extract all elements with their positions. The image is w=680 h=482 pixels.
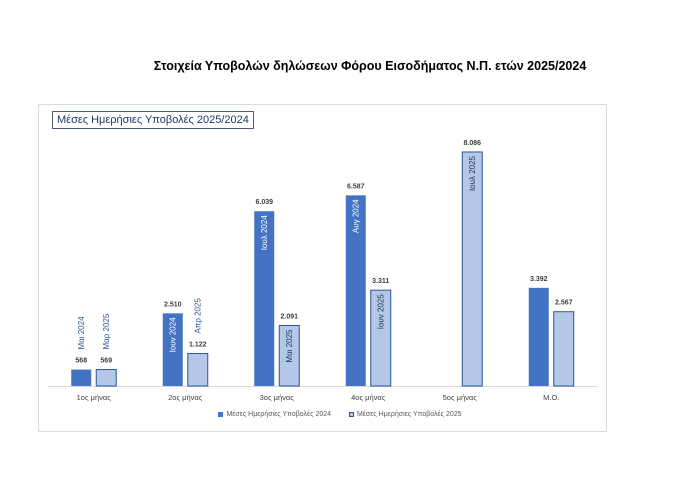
data-label: 3.311 [372,278,389,285]
month-label: Μαι 2024 [77,316,86,350]
month-label: Ιουν 2024 [169,317,178,353]
legend-item-2024: Μέσες Ημερήσιες Υποβολές 2024 [218,411,331,418]
legend-swatch-2025 [348,412,354,417]
bar-2025 [187,353,209,387]
x-tick-label: Μ.Ο. [543,393,559,402]
chart-legend: Μέσες Ημερήσιες Υποβολές 2024 Μέσες Ημερ… [0,411,680,419]
data-label: 569 [100,358,112,365]
bar-2024 [254,211,275,386]
bar-2025 [461,151,483,387]
legend-label-2025: Μέσες Ημερήσιες Υποβολές 2025 [356,411,462,418]
legend-item-2025: Μέσες Ημερήσιες Υποβολές 2025 [348,411,462,418]
legend-swatch-2024 [218,412,224,417]
data-label: 3.392 [530,276,548,283]
legend-label-2024: Μέσες Ημερήσιες Υποβολές 2024 [226,411,332,418]
data-label: 2.091 [280,313,298,320]
bar-2024 [528,287,549,386]
page-title: Στοιχεία Υποβολών δηλώσεων Φόρου Εισοδήμ… [153,59,587,73]
month-label: Αυγ 2024 [352,199,361,233]
data-label: 1.122 [189,342,207,349]
month-label: Μαι 2025 [285,329,294,363]
bar-2025 [370,289,392,387]
data-label: 2.567 [555,300,573,307]
chart-title: Μέσες Ημερήσιες Υποβολές 2025/2024 [52,111,254,129]
data-label: 6.587 [347,183,365,190]
month-label: Ιουλ 2024 [260,215,269,251]
data-label: 2.510 [164,301,182,308]
month-label: Ιουλ 2025 [468,155,477,191]
bar-2024 [162,313,183,386]
bar-2025 [553,311,575,387]
month-label: Απρ 2025 [194,298,203,334]
chart-area [38,104,607,432]
month-label: Μαρ 2025 [102,313,111,349]
bar-2024 [345,195,366,386]
data-label: 6.039 [255,199,273,206]
x-tick-label: 1ος μήνας [77,393,112,402]
x-tick-label: 2ος μήνας [168,393,203,402]
data-label: 568 [75,358,87,365]
bar-2025 [95,369,117,387]
x-tick-label: 3ος μήνας [260,393,295,402]
x-tick-label: 4ος μήνας [351,393,386,402]
x-tick-label: 5ος μήνας [443,393,478,402]
bar-2025 [278,324,300,387]
bar-2024 [71,369,92,386]
month-label: Ιουν 2025 [377,294,386,330]
data-label: 8.086 [463,140,481,147]
